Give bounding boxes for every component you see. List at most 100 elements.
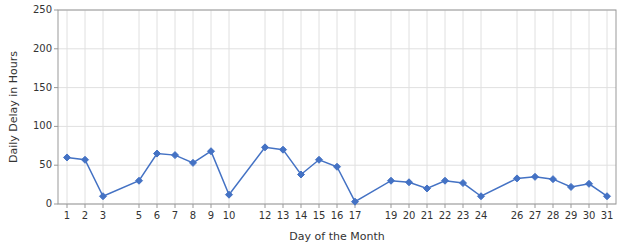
data-point — [532, 173, 539, 180]
x-grid-line — [589, 10, 590, 204]
x-grid-line — [175, 10, 176, 204]
y-tick — [54, 204, 58, 205]
y-tick — [54, 48, 58, 49]
x-grid-line — [607, 10, 608, 204]
data-point — [478, 193, 485, 200]
x-grid-line — [391, 10, 392, 204]
x-tick-label: 9 — [208, 210, 214, 221]
y-tick — [54, 87, 58, 88]
x-tick — [391, 204, 392, 208]
x-grid-line — [139, 10, 140, 204]
data-point — [190, 159, 197, 166]
x-tick-label: 20 — [403, 210, 416, 221]
x-tick-label: 17 — [349, 210, 362, 221]
x-tick — [175, 204, 176, 208]
x-axis-label: Day of the Month — [289, 230, 384, 243]
x-tick — [571, 204, 572, 208]
y-tick — [54, 126, 58, 127]
data-point — [604, 193, 611, 200]
data-point — [568, 183, 575, 190]
x-tick-label: 23 — [457, 210, 470, 221]
data-point — [82, 156, 89, 163]
data-point — [154, 150, 161, 157]
x-tick-label: 21 — [421, 210, 434, 221]
y-tick — [54, 10, 58, 11]
x-tick-label: 29 — [565, 210, 578, 221]
x-grid-line — [337, 10, 338, 204]
x-grid-line — [319, 10, 320, 204]
x-tick — [517, 204, 518, 208]
x-tick — [301, 204, 302, 208]
x-tick — [265, 204, 266, 208]
chart-svg: 0501001502002501235678910121314151617192… — [0, 0, 628, 246]
data-line — [67, 147, 607, 201]
x-grid-line — [283, 10, 284, 204]
x-tick — [553, 204, 554, 208]
x-tick-label: 27 — [529, 210, 542, 221]
x-tick — [103, 204, 104, 208]
x-tick-label: 1 — [64, 210, 70, 221]
x-tick — [535, 204, 536, 208]
x-tick-label: 2 — [82, 210, 88, 221]
x-tick-label: 5 — [136, 210, 142, 221]
x-grid-line — [103, 10, 104, 204]
data-point — [280, 146, 287, 153]
x-tick-label: 15 — [313, 210, 326, 221]
x-tick — [337, 204, 338, 208]
data-point — [460, 180, 467, 187]
x-tick-label: 26 — [511, 210, 524, 221]
data-point — [226, 191, 233, 198]
data-point — [550, 176, 557, 183]
data-point — [136, 177, 143, 184]
x-grid-line — [463, 10, 464, 204]
data-point — [514, 175, 521, 182]
x-tick-label: 24 — [475, 210, 488, 221]
x-tick-label: 28 — [547, 210, 560, 221]
x-tick — [463, 204, 464, 208]
x-tick — [283, 204, 284, 208]
data-point — [208, 148, 215, 155]
chart-container: 0501001502002501235678910121314151617192… — [0, 0, 628, 246]
data-point — [316, 156, 323, 163]
x-tick — [139, 204, 140, 208]
x-tick — [157, 204, 158, 208]
x-tick — [193, 204, 194, 208]
y-tick-label: 250 — [33, 4, 52, 15]
x-grid-line — [193, 10, 194, 204]
data-point — [586, 180, 593, 187]
x-tick-label: 19 — [385, 210, 398, 221]
y-tick-label: 50 — [39, 159, 52, 170]
y-tick-label: 150 — [33, 82, 52, 93]
grid — [58, 10, 616, 204]
x-tick — [229, 204, 230, 208]
x-tick — [85, 204, 86, 208]
data-point — [100, 193, 107, 200]
x-tick-label: 30 — [583, 210, 596, 221]
x-tick — [409, 204, 410, 208]
x-grid-line — [229, 10, 230, 204]
x-tick-label: 7 — [172, 210, 178, 221]
data-point — [298, 171, 305, 178]
data-point — [388, 177, 395, 184]
plot-frame — [58, 10, 616, 204]
x-tick — [445, 204, 446, 208]
data-point — [442, 177, 449, 184]
x-tick-label: 13 — [277, 210, 290, 221]
x-tick-label: 6 — [154, 210, 160, 221]
data-point — [262, 144, 269, 151]
data-layer — [64, 144, 611, 205]
x-tick — [481, 204, 482, 208]
y-tick — [54, 165, 58, 166]
x-grid-line — [67, 10, 68, 204]
x-grid-line — [355, 10, 356, 204]
x-grid-line — [85, 10, 86, 204]
x-grid-line — [265, 10, 266, 204]
x-grid-line — [553, 10, 554, 204]
x-tick-label: 22 — [439, 210, 452, 221]
y-axis-label: Daily Delay in Hours — [7, 51, 20, 163]
data-point — [172, 152, 179, 159]
x-grid-line — [571, 10, 572, 204]
x-tick-label: 12 — [259, 210, 272, 221]
x-tick-label: 31 — [601, 210, 614, 221]
x-tick — [589, 204, 590, 208]
